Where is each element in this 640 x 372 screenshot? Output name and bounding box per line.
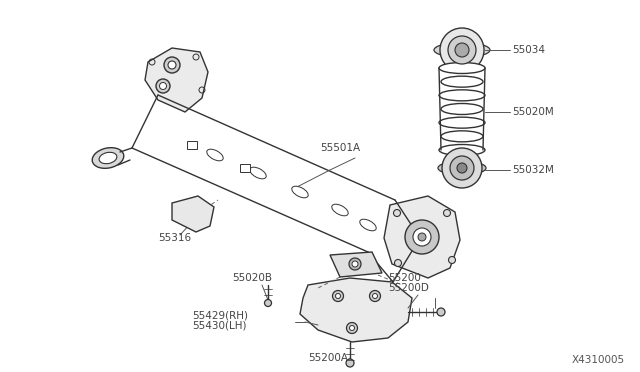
Text: 55020M: 55020M (512, 107, 554, 117)
Polygon shape (240, 164, 250, 172)
Ellipse shape (441, 131, 483, 142)
Ellipse shape (439, 90, 485, 101)
Circle shape (455, 43, 469, 57)
Text: 55429(RH): 55429(RH) (192, 310, 248, 320)
Polygon shape (384, 196, 460, 278)
Circle shape (346, 323, 358, 334)
Circle shape (440, 28, 484, 72)
Text: 55034: 55034 (512, 45, 545, 55)
Circle shape (449, 257, 456, 263)
Polygon shape (300, 278, 412, 342)
Ellipse shape (438, 161, 486, 175)
Ellipse shape (360, 219, 376, 231)
Polygon shape (172, 196, 214, 232)
Text: 55501A: 55501A (320, 143, 360, 153)
Text: 55430(LH): 55430(LH) (192, 320, 246, 330)
Ellipse shape (99, 152, 117, 164)
Text: 55316: 55316 (158, 233, 191, 243)
Circle shape (442, 148, 482, 188)
Circle shape (349, 258, 361, 270)
Ellipse shape (332, 204, 348, 216)
Ellipse shape (441, 76, 483, 87)
Circle shape (333, 291, 344, 301)
Text: 55200A: 55200A (308, 353, 348, 363)
Circle shape (450, 156, 474, 180)
Circle shape (264, 299, 271, 307)
Ellipse shape (434, 42, 490, 58)
Ellipse shape (439, 144, 485, 155)
Circle shape (369, 291, 381, 301)
Circle shape (444, 209, 451, 217)
Circle shape (457, 163, 467, 173)
Circle shape (413, 228, 431, 246)
Ellipse shape (92, 148, 124, 169)
Ellipse shape (439, 62, 485, 74)
Polygon shape (187, 141, 197, 149)
Circle shape (372, 294, 378, 298)
Ellipse shape (250, 167, 266, 179)
Polygon shape (330, 252, 382, 277)
Circle shape (352, 261, 358, 267)
Text: 55200D: 55200D (388, 283, 429, 293)
Polygon shape (145, 48, 208, 112)
Ellipse shape (207, 149, 223, 161)
Text: 55020B: 55020B (232, 273, 272, 283)
Circle shape (448, 36, 476, 64)
Text: 55200: 55200 (388, 273, 421, 283)
Circle shape (159, 83, 166, 90)
Circle shape (349, 326, 355, 330)
Ellipse shape (292, 186, 308, 198)
Circle shape (335, 294, 340, 298)
Circle shape (346, 359, 354, 367)
Circle shape (405, 220, 439, 254)
Ellipse shape (441, 103, 483, 115)
Circle shape (418, 233, 426, 241)
Circle shape (164, 57, 180, 73)
Ellipse shape (439, 117, 485, 128)
Text: 55032M: 55032M (512, 165, 554, 175)
Circle shape (156, 79, 170, 93)
Text: X4310005: X4310005 (572, 355, 625, 365)
Circle shape (394, 209, 401, 217)
Circle shape (168, 61, 176, 69)
Circle shape (437, 308, 445, 316)
Circle shape (394, 260, 401, 266)
